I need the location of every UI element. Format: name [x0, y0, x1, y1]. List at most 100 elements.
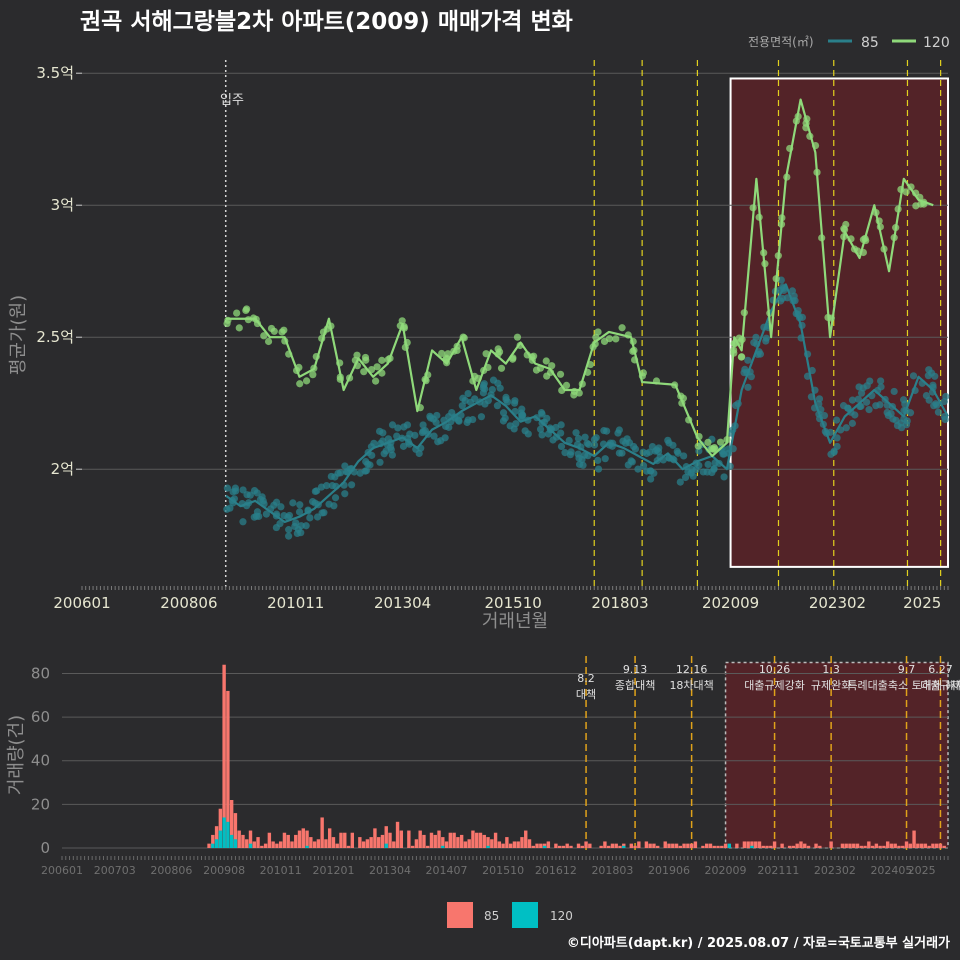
scatter-point-85	[798, 313, 807, 321]
scatter-point-85	[499, 417, 508, 425]
bar-85	[384, 826, 388, 848]
bottom-policy-annotations: 8.2 대책 9.13 종합대책 12.16 18차대책 10.26 대출규제강화 1.3 규제완…	[576, 663, 960, 701]
scatter-point-120	[542, 357, 550, 365]
bar-85	[320, 817, 324, 848]
bar-85	[629, 843, 633, 848]
bar-85	[226, 690, 230, 848]
x-tick-label: 201510	[485, 594, 542, 612]
bottom-plot-background	[724, 661, 949, 849]
scatter-point-85	[458, 402, 466, 410]
scatter-point-85	[471, 395, 479, 403]
scatter-point-120	[296, 380, 304, 388]
scatter-point-85	[499, 409, 508, 417]
policy-annotation-date: 12.16	[676, 663, 708, 676]
bar-85	[652, 843, 656, 848]
scatter-point-85	[285, 532, 293, 540]
bar-85	[410, 845, 415, 848]
policy-annotation-text: 종합대책	[615, 679, 655, 692]
legend-bottom-label-120: 120	[550, 909, 573, 923]
scatter-point-85	[464, 416, 472, 424]
bottom-y-tick-label: 80	[31, 664, 50, 682]
scatter-point-85	[848, 419, 856, 427]
scatter-point-85	[232, 487, 240, 495]
scatter-point-120	[438, 349, 446, 358]
bar-85	[493, 832, 498, 848]
scatter-point-85	[430, 432, 438, 440]
scatter-point-85	[239, 486, 247, 494]
bar-120	[622, 845, 626, 848]
bar-120	[218, 830, 223, 848]
scatter-point-85	[272, 523, 281, 532]
scatter-point-85	[370, 439, 378, 447]
scatter-point-85	[291, 522, 299, 531]
policy-annotation-date: 8.2	[577, 672, 595, 685]
top-axes: 2억 2.5억 3억 3.5억 200601 200806 201011 201304 2015…	[36, 64, 949, 612]
scatter-point-85	[552, 433, 561, 441]
scatter-point-85	[854, 395, 862, 403]
x-tick-label: 202302	[809, 594, 866, 612]
bar-120	[486, 845, 490, 848]
y-axis-title: 평균가(원)	[8, 295, 29, 375]
bar-85	[671, 843, 675, 848]
bar-85	[934, 843, 939, 848]
bottom-bars	[207, 664, 946, 848]
bar-85	[444, 841, 449, 848]
bar-85	[806, 845, 811, 848]
bar-85	[942, 845, 946, 848]
bar-85	[799, 841, 803, 848]
bottom-x-tick-label: 201803	[591, 864, 633, 877]
scatter-point-85	[922, 391, 931, 400]
highlight-region	[730, 78, 948, 567]
bar-85	[633, 845, 637, 848]
scatter-point-85	[826, 428, 835, 436]
bar-85	[863, 845, 867, 848]
scatter-point-120	[302, 377, 311, 385]
bottom-x-tick-label: 201011	[260, 864, 302, 877]
scatter-point-120	[716, 438, 725, 446]
bar-85	[874, 843, 879, 848]
scatter-point-120	[233, 309, 241, 317]
scatter-point-85	[496, 384, 504, 392]
scatter-point-85	[311, 487, 319, 496]
bottom-x-tick-label: 201510	[482, 864, 524, 877]
scatter-point-85	[489, 376, 498, 384]
bar-85	[248, 830, 253, 848]
bar-85	[569, 845, 573, 848]
bar-85	[275, 843, 279, 848]
x-tick-label: 200806	[160, 594, 217, 612]
bar-85	[531, 845, 535, 848]
bar-85	[324, 839, 328, 848]
scatter-point-85	[634, 465, 642, 473]
scatter-point-120	[694, 442, 702, 450]
bottom-x-tick-label: 201201	[312, 864, 354, 877]
scatter-point-85	[239, 518, 247, 526]
bar-85	[373, 828, 377, 848]
scatter-point-85	[296, 501, 304, 509]
bar-85	[603, 841, 607, 848]
legend-bottom-swatch-120	[512, 902, 538, 928]
bar-85	[693, 841, 698, 848]
bar-120	[542, 845, 547, 848]
scatter-point-85	[876, 401, 884, 409]
scatter-point-120	[704, 438, 712, 447]
policy-annotation-date: 9.13	[623, 663, 648, 676]
bottom-x-tick-label: 201906	[648, 864, 690, 877]
bar-85	[712, 845, 716, 848]
scatter-point-120	[639, 369, 647, 377]
scatter-point-85	[433, 411, 441, 420]
scatter-point-85	[379, 429, 387, 437]
bottom-x-tick-label: 2025	[908, 864, 936, 877]
scatter-point-85	[877, 377, 885, 385]
scatter-point-85	[827, 450, 835, 458]
scatter-point-85	[566, 451, 575, 459]
scatter-point-85	[941, 415, 949, 424]
bar-85	[637, 841, 641, 848]
scatter-point-85	[376, 458, 384, 466]
bar-85	[588, 843, 592, 848]
bar-85	[241, 834, 245, 848]
bar-85	[580, 845, 584, 848]
scatter-point-85	[585, 440, 593, 449]
bar-85	[535, 843, 539, 848]
scatter-point-120	[378, 356, 386, 364]
bar-85	[859, 845, 863, 848]
